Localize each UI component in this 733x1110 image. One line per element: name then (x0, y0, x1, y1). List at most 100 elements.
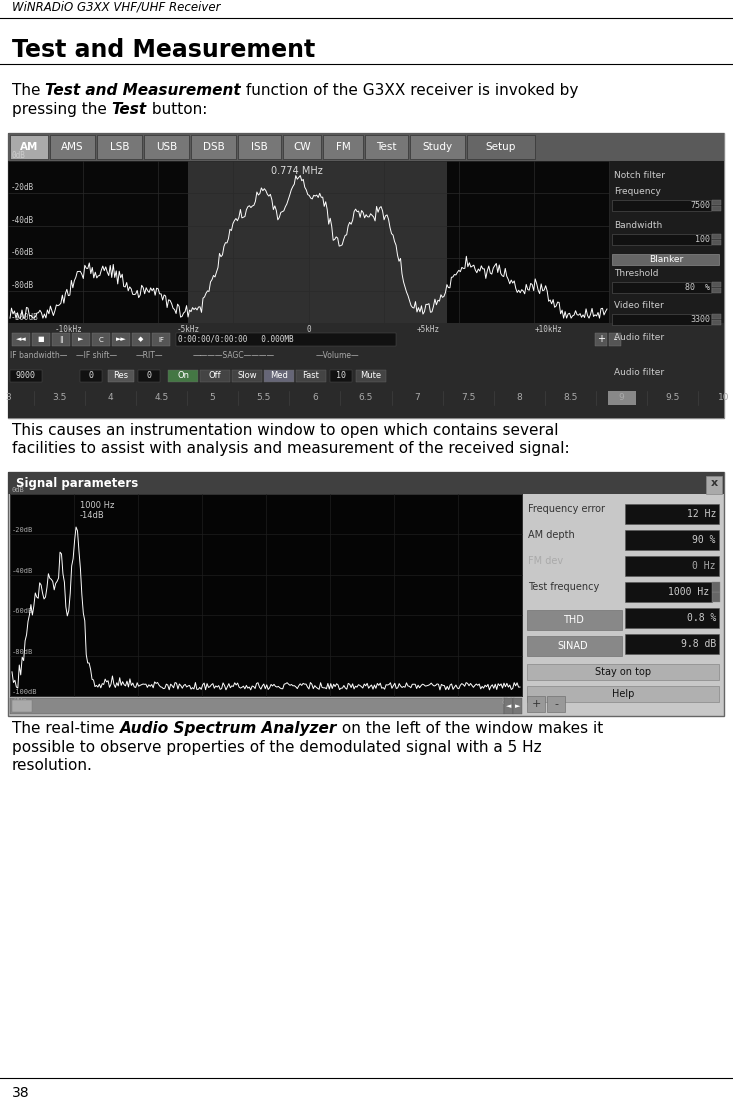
Text: Off: Off (209, 372, 221, 381)
Text: -80dB: -80dB (11, 281, 34, 290)
Text: Test and Measurement: Test and Measurement (12, 38, 315, 62)
Text: -5kHz: -5kHz (177, 325, 200, 334)
Bar (712, 200, 721, 205)
Text: -10kHz: -10kHz (54, 325, 82, 334)
Text: -40dB: -40dB (11, 215, 34, 225)
Text: IF bandwidth—: IF bandwidth— (10, 351, 67, 360)
Text: Audio Spectrum Analyzer: Audio Spectrum Analyzer (119, 722, 337, 736)
Text: facilities to assist with analysis and measurement of the received signal:: facilities to assist with analysis and m… (12, 441, 570, 456)
Text: x: x (710, 478, 718, 488)
Text: 3300: 3300 (690, 315, 710, 324)
Bar (712, 582, 720, 592)
Text: Fast: Fast (303, 372, 320, 381)
Text: ►: ► (515, 703, 520, 709)
Text: 0: 0 (89, 372, 94, 381)
Text: Slow: Slow (237, 372, 257, 381)
Bar (504, 698, 513, 714)
Text: Setup: Setup (486, 142, 516, 152)
Text: —RIT—: —RIT— (136, 351, 163, 360)
Text: FM dev: FM dev (528, 556, 563, 566)
Text: 0:00:00/0:00:00   0.000MB: 0:00:00/0:00:00 0.000MB (178, 335, 294, 344)
Bar (595, 333, 607, 346)
Text: -80dB: -80dB (12, 648, 33, 655)
Text: 7: 7 (414, 394, 420, 403)
Bar (188, 161, 446, 323)
Bar (712, 287, 721, 293)
Text: AM: AM (20, 142, 38, 152)
Bar (609, 333, 621, 346)
Text: DSB: DSB (202, 142, 224, 152)
Text: Study: Study (422, 142, 452, 152)
Bar (8, 472, 724, 716)
Text: ◆: ◆ (139, 336, 144, 343)
Bar (330, 370, 352, 382)
Text: Bandwidth: Bandwidth (614, 221, 662, 230)
Text: Med: Med (270, 372, 288, 381)
Bar (232, 370, 262, 382)
Text: 1000 Hz: 1000 Hz (80, 502, 114, 511)
Bar (8, 161, 609, 323)
Text: -100dB: -100dB (11, 313, 39, 322)
Text: 0: 0 (147, 372, 152, 381)
Bar (296, 370, 326, 382)
Bar (625, 529, 719, 549)
Text: -: - (614, 334, 616, 344)
Bar (176, 333, 396, 346)
Text: ‖: ‖ (59, 336, 63, 343)
Text: Test frequency: Test frequency (528, 582, 600, 592)
Bar (712, 314, 721, 319)
Text: +: + (597, 334, 605, 344)
Bar (410, 135, 465, 159)
Bar (706, 476, 722, 494)
Text: LSB: LSB (110, 142, 129, 152)
Bar (168, 370, 198, 382)
Text: AMS: AMS (61, 142, 84, 152)
Text: Notch filter: Notch filter (614, 171, 665, 180)
Text: On: On (177, 372, 189, 381)
Text: The real-time: The real-time (12, 722, 119, 736)
Text: C: C (99, 336, 103, 343)
Text: Threshold: Threshold (614, 269, 658, 278)
Bar (712, 282, 721, 287)
Bar (625, 556, 719, 576)
Bar (467, 135, 535, 159)
Text: 90 %: 90 % (693, 535, 716, 545)
Bar (625, 634, 719, 654)
Bar (527, 696, 545, 712)
Bar (72, 333, 90, 346)
Bar (527, 610, 622, 630)
Text: —IF shift—: —IF shift— (76, 351, 117, 360)
Text: 38: 38 (12, 1086, 29, 1100)
Bar (108, 370, 134, 382)
Bar (712, 592, 720, 602)
Bar (12, 700, 32, 712)
Text: -14dB: -14dB (80, 512, 105, 521)
Text: 3.5: 3.5 (52, 394, 66, 403)
Text: 0.8 %: 0.8 % (687, 613, 716, 623)
Text: Stay on top: Stay on top (595, 667, 651, 677)
Bar (191, 135, 236, 159)
Bar (712, 320, 721, 325)
Bar (10, 135, 48, 159)
Text: 3: 3 (5, 394, 11, 403)
Text: ■: ■ (37, 336, 44, 343)
Text: 1000 Hz: 1000 Hz (668, 587, 709, 597)
Text: 12 Hz: 12 Hz (687, 509, 716, 519)
Bar (112, 333, 130, 346)
Text: -40dB: -40dB (12, 568, 33, 574)
Bar (8, 323, 724, 418)
Text: —Volume—: —Volume— (316, 351, 360, 360)
Text: 4: 4 (108, 394, 113, 403)
Text: resolution.: resolution. (12, 758, 93, 773)
Text: on the left of the window makes it: on the left of the window makes it (337, 722, 603, 736)
Text: 4.5: 4.5 (155, 394, 169, 403)
Text: ◄◄: ◄◄ (15, 336, 26, 343)
Bar (712, 240, 721, 245)
Text: 7.5: 7.5 (461, 394, 476, 403)
Bar (92, 333, 110, 346)
Text: 0: 0 (306, 325, 311, 334)
Bar (323, 135, 363, 159)
Text: Test: Test (111, 102, 147, 117)
Bar (608, 391, 636, 405)
Bar (612, 254, 719, 265)
